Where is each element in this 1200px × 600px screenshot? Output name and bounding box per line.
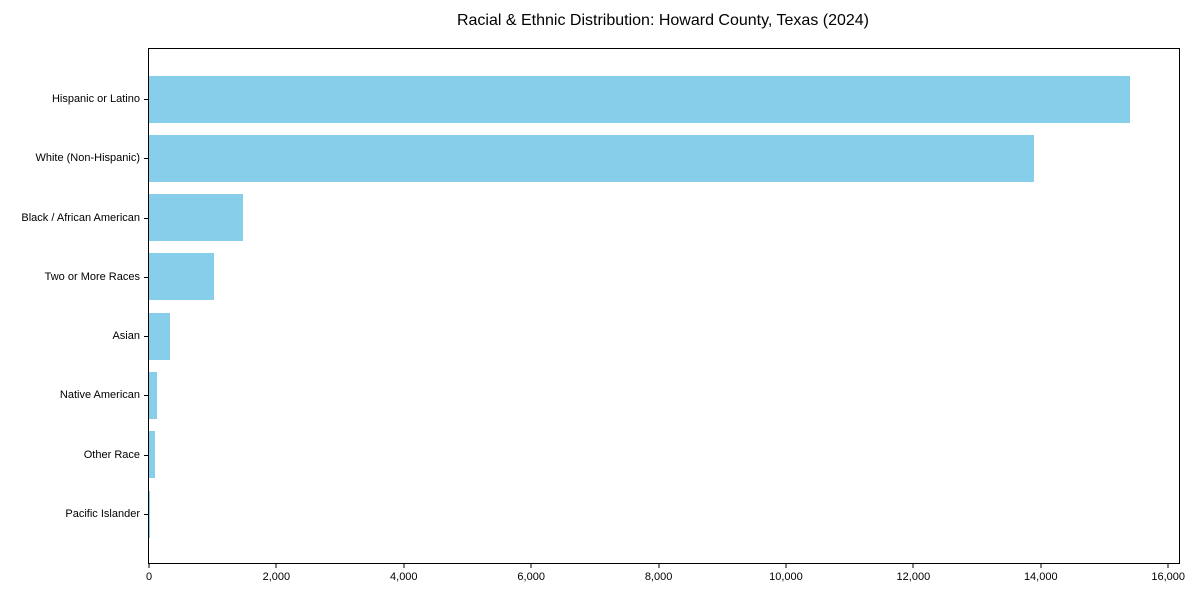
x-axis-tick	[530, 564, 532, 568]
x-axis-tick-label: 16,000	[1151, 571, 1185, 583]
bar-two-or-more-races	[149, 253, 214, 301]
bar-black-african-american	[149, 194, 243, 242]
x-axis-tick-label: 14,000	[1023, 571, 1058, 583]
x-axis-tick-label: 6,000	[517, 571, 545, 583]
chart-title: Racial & Ethnic Distribution: Howard Cou…	[456, 12, 870, 29]
x-axis-tick-label: 10,000	[769, 571, 803, 583]
x-axis-tick	[912, 564, 914, 568]
y-axis-label-native-american: Native American	[59, 389, 140, 402]
x-axis-tick	[785, 564, 787, 568]
x-axis-tick	[275, 564, 277, 568]
bar-asian	[149, 312, 171, 360]
bar-pacific-islander	[149, 490, 150, 538]
y-axis-label-other-race: Other Race	[83, 448, 140, 461]
y-axis-label-black-african-american: Black / African American	[21, 211, 140, 224]
y-axis-tick	[144, 158, 148, 160]
bar-white-non-hispanic	[149, 134, 1035, 182]
bar-other-race	[149, 431, 155, 479]
y-axis-label-two-or-more-races: Two or More Races	[44, 270, 140, 283]
y-axis-tick	[144, 276, 148, 278]
y-axis-tick	[144, 395, 148, 397]
x-axis-tick	[403, 564, 405, 568]
x-axis-tick-label: 12,000	[896, 571, 931, 583]
plot-area: Hispanic or Latino White (Non-Hispanic) Bl…	[21, 48, 1185, 583]
x-axis-tick	[148, 564, 150, 568]
y-axis-label-white-non-hispanic: White (Non-Hispanic)	[35, 152, 140, 165]
x-axis-tick	[658, 564, 660, 568]
y-axis-label-hispanic-or-latino: Hispanic or Latino	[51, 93, 140, 105]
x-axis-tick-label: 8,000	[644, 571, 673, 583]
y-axis-tick	[144, 217, 148, 219]
y-axis-tick	[144, 514, 148, 515]
y-axis-tick	[144, 336, 148, 338]
bar-hispanic-or-latino	[149, 75, 1130, 123]
x-axis-tick	[1167, 564, 1169, 568]
y-axis-tick	[144, 99, 148, 100]
x-axis-tick-label: 4,000	[390, 571, 418, 583]
y-axis-label-pacific-islander: Pacific Islander	[65, 508, 140, 520]
x-axis-tick-label: 2,000	[262, 571, 291, 583]
y-axis-tick	[144, 454, 148, 456]
y-axis-label-asian: Asian	[112, 330, 140, 343]
x-axis-tick	[1040, 564, 1042, 568]
x-axis-tick-label: 0	[145, 571, 153, 583]
bar-native-american	[149, 371, 157, 419]
